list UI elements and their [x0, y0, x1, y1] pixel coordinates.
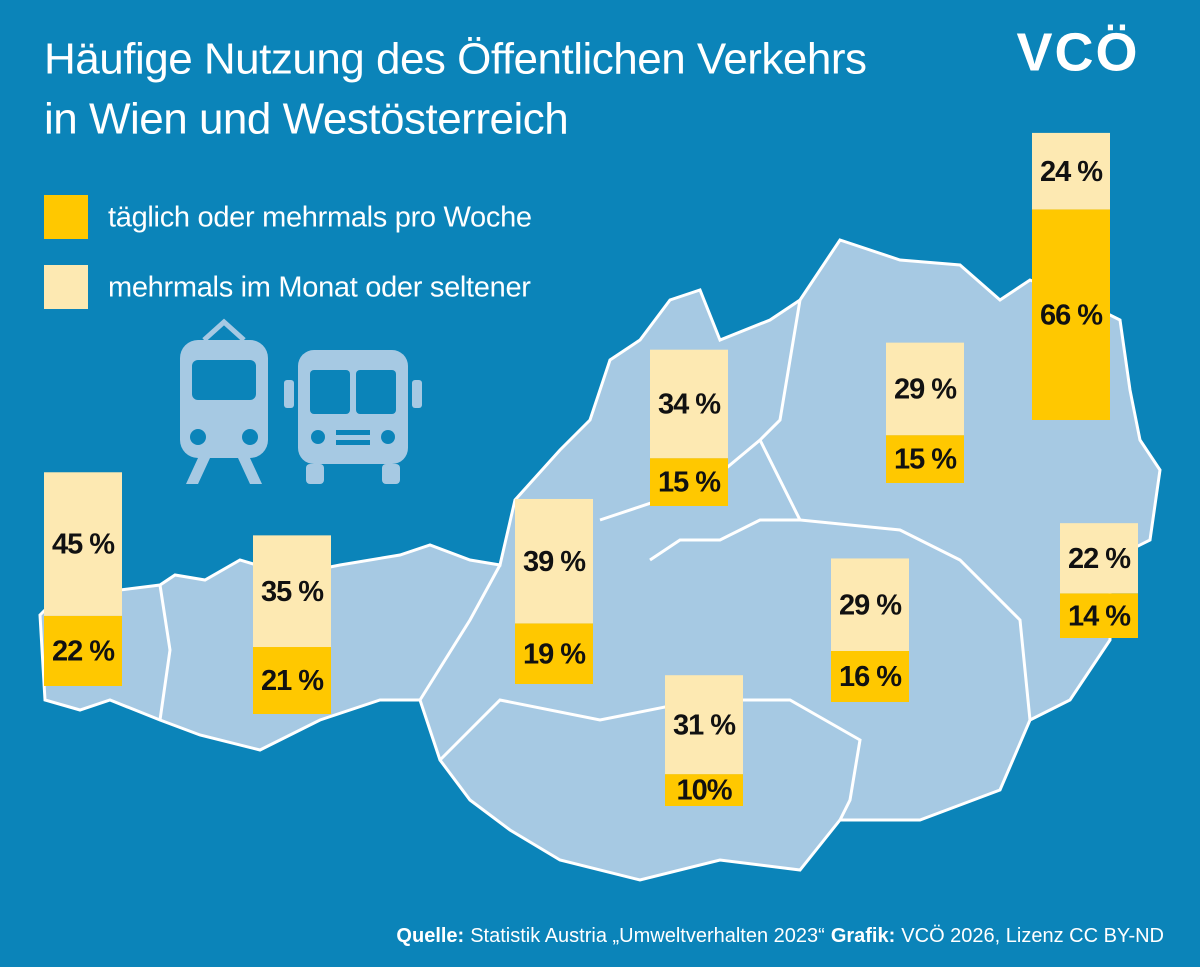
logo: VCÖ — [1016, 22, 1139, 82]
source: Quelle: Statistik Austria „Umweltverhalte… — [396, 925, 1164, 947]
bar-segment — [44, 615, 122, 686]
value-label: 10% — [676, 775, 732, 807]
bar-segment — [1060, 523, 1138, 594]
source-text: Statistik Austria „Umweltverhalten 2023“ — [470, 925, 825, 947]
bar-segment — [665, 774, 743, 806]
value-label: 16 % — [839, 661, 902, 693]
bus-icon — [284, 350, 422, 484]
legend-label: täglich oder mehrmals pro Woche — [108, 202, 532, 234]
value-label: 19 % — [523, 638, 586, 670]
value-label: 15 % — [894, 444, 957, 476]
bar-segment — [886, 342, 964, 436]
bar-segment — [665, 675, 743, 775]
value-label: 45 % — [52, 529, 115, 561]
value-label: 24 % — [1040, 156, 1103, 188]
value-label: 66 % — [1040, 299, 1103, 331]
bar-segment — [253, 535, 331, 648]
value-label: 35 % — [261, 576, 324, 608]
bar-segment — [1060, 593, 1138, 638]
bar-segment — [515, 623, 593, 684]
value-label: 15 % — [658, 467, 721, 499]
value-label: 31 % — [673, 709, 736, 741]
bar-segment — [831, 558, 909, 651]
bar-segment — [886, 435, 964, 483]
credit-text: VCÖ 2026, Lizenz CC BY-ND — [901, 925, 1164, 947]
value-label: 21 % — [261, 665, 324, 697]
value-label: 29 % — [894, 374, 957, 406]
value-label: 22 % — [52, 636, 115, 668]
legend-swatch — [44, 195, 88, 239]
value-label: 39 % — [523, 546, 586, 578]
bar-segment — [650, 458, 728, 506]
legend-swatch — [44, 265, 88, 309]
train-icon — [180, 318, 268, 484]
value-label: 29 % — [839, 589, 902, 621]
chart-title: Häufige Nutzung des Öffentlichen Verkehr… — [44, 35, 867, 84]
credit-label: Grafik: — [831, 925, 895, 947]
bar-segment — [1032, 132, 1110, 210]
source-label: Quelle: — [396, 925, 464, 947]
bar-segment — [650, 349, 728, 459]
value-label: 22 % — [1068, 543, 1131, 575]
bar-segment — [515, 498, 593, 624]
bar-segment — [831, 650, 909, 702]
value-label: 34 % — [658, 389, 721, 421]
chart-title: in Wien und Westösterreich — [44, 95, 568, 144]
bar-segment — [253, 647, 331, 714]
legend-label: mehrmals im Monat oder seltener — [108, 272, 531, 304]
bar-segment — [44, 472, 122, 616]
bar-segment — [1032, 209, 1110, 420]
value-label: 14 % — [1068, 600, 1131, 632]
